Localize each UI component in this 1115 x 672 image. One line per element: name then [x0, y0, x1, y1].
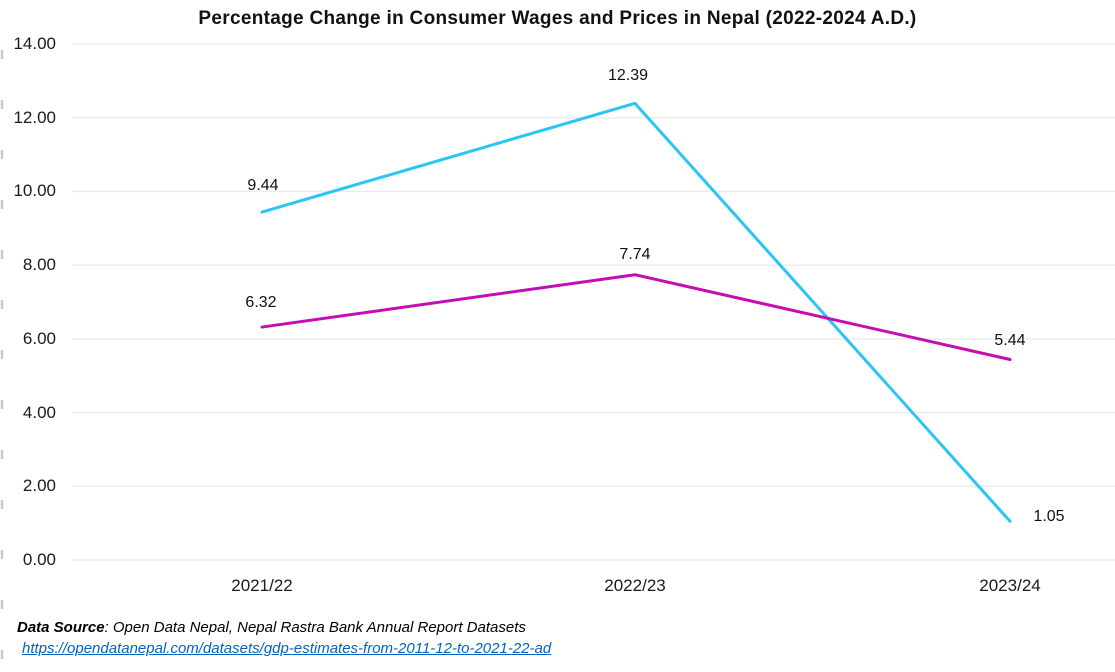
series-magenta-line — [260, 273, 1012, 361]
chart-title: Percentage Change in Consumer Wages and … — [198, 8, 917, 29]
x-tick-label: 2023/24 — [979, 576, 1041, 595]
y-tick-label: 4.00 — [22, 403, 56, 422]
data-label: 9.44 — [247, 177, 279, 194]
data-source-label: Data Source — [17, 619, 105, 636]
data-source-text: : Open Data Nepal, Nepal Rastra Bank Ann… — [104, 619, 526, 636]
y-tick-label: 6.00 — [22, 329, 56, 348]
data-label: 12.39 — [607, 67, 649, 84]
y-tick-label: 10.00 — [13, 181, 56, 200]
x-tick-label: 2022/23 — [604, 576, 666, 595]
y-tick-label: 12.00 — [13, 108, 56, 127]
x-tick-label: 2021/22 — [231, 576, 293, 595]
data-source-line: Data Source: Open Data Nepal, Nepal Rast… — [17, 619, 526, 636]
y-tick-label: 14.00 — [13, 34, 56, 53]
y-tick-label: 2.00 — [22, 476, 56, 495]
data-source-link-line: https://opendatanepal.com/datasets/gdp-e… — [22, 640, 551, 657]
data-label: 7.74 — [619, 246, 651, 263]
data-source-link[interactable]: https://opendatanepal.com/datasets/gdp-e… — [22, 640, 552, 657]
y-tick-label: 8.00 — [22, 255, 56, 274]
data-label: 5.44 — [994, 332, 1026, 349]
series-cyan-line — [260, 101, 1012, 523]
y-tick-label: 0.00 — [22, 550, 56, 569]
data-label: 1.05 — [1033, 508, 1065, 525]
data-label: 6.32 — [245, 294, 277, 311]
